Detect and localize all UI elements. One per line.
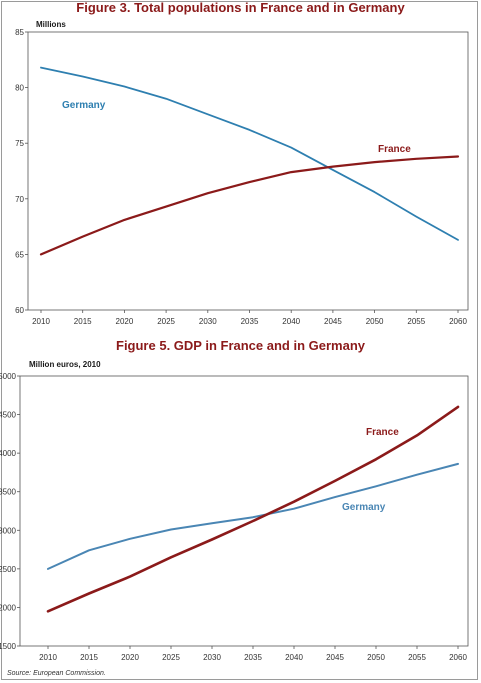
chart-title-gdp: Figure 5. GDP in France and in Germany <box>116 338 365 353</box>
gdp-series-label-germany: Germany <box>342 502 386 513</box>
gdp-x-tick-label: 2040 <box>285 653 303 662</box>
gdp-x-tick-label: 2020 <box>121 653 139 662</box>
population-x-tick-label: 2060 <box>449 317 467 326</box>
population-y-tick-label: 65 <box>15 250 24 259</box>
chart-title-population: Figure 3. Total populations in France an… <box>76 0 405 15</box>
population-x-tick-label: 2015 <box>74 317 92 326</box>
gdp-x-tick-label: 2025 <box>162 653 180 662</box>
gdp-y-tick-label: 4000 <box>0 449 17 458</box>
population-x-tick-label: 2010 <box>32 317 50 326</box>
gdp-x-tick-label: 2060 <box>449 653 467 662</box>
gdp-x-tick-label: 2035 <box>244 653 262 662</box>
population-x-tick-label: 2055 <box>407 317 425 326</box>
population-x-tick-label: 2025 <box>157 317 175 326</box>
population-series-label-france: France <box>378 144 411 155</box>
gdp-x-tick-label: 2055 <box>408 653 426 662</box>
gdp-series-line-france <box>46 405 460 613</box>
gdp-y-tick-label: 2500 <box>0 565 17 574</box>
population-x-tick-label: 2035 <box>241 317 259 326</box>
gdp-x-tick-label: 2030 <box>203 653 221 662</box>
population-y-tick-label: 60 <box>15 306 24 315</box>
population-y-tick-label: 80 <box>15 84 24 93</box>
gdp-y-tick-label: 2000 <box>0 603 17 612</box>
population-series-label-germany: Germany <box>62 100 106 111</box>
gdp-x-tick-label: 2010 <box>39 653 57 662</box>
gdp-y-tick-label: 5000 <box>0 372 17 381</box>
population-x-tick-label: 2020 <box>116 317 134 326</box>
gdp-series-line-germany <box>47 462 459 570</box>
population-plot-area <box>27 31 469 311</box>
gdp-y-tick-label: 4500 <box>0 411 17 420</box>
population-series-line-germany <box>40 66 459 241</box>
population-series-line-france <box>39 155 460 256</box>
y-axis-unit-population: Millions <box>36 20 66 29</box>
population-y-tick-label: 85 <box>15 28 24 37</box>
gdp-x-tick-label: 2045 <box>326 653 344 662</box>
population-x-tick-label: 2045 <box>324 317 342 326</box>
population-x-tick-label: 2030 <box>199 317 217 326</box>
gdp-plot-area <box>19 375 469 647</box>
population-x-tick-label: 2040 <box>282 317 300 326</box>
gdp-y-tick-label: 1500 <box>0 642 17 651</box>
gdp-y-tick-label: 3000 <box>0 526 17 535</box>
population-x-tick-label: 2050 <box>366 317 384 326</box>
gdp-x-tick-label: 2015 <box>80 653 98 662</box>
gdp-series-label-france: France <box>366 427 399 438</box>
population-y-tick-label: 70 <box>15 195 24 204</box>
source-note: Source: European Commission. <box>7 670 106 677</box>
population-y-tick-label: 75 <box>15 139 24 148</box>
y-axis-unit-gdp: Million euros, 2010 <box>29 360 101 369</box>
gdp-y-tick-label: 3500 <box>0 488 17 497</box>
gdp-x-tick-label: 2050 <box>367 653 385 662</box>
